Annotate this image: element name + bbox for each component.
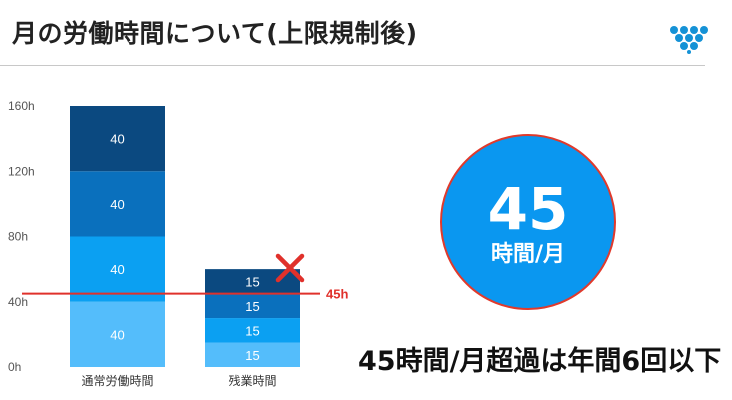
x-category-label: 通常労働時間 (81, 374, 153, 388)
bar-segment (205, 318, 300, 343)
bar-value-label: 40 (110, 327, 124, 342)
limit-circle: 45 時間/月 (440, 134, 616, 310)
bar-segment (70, 301, 165, 367)
cross-mark-icon (275, 253, 305, 283)
bar-segment (70, 171, 165, 237)
working-hours-chart: 0h 40h 80h 120h 160h 40 40 40 40 通常労働時間 15 15 15 15 残業… (8, 99, 348, 388)
circle-value: 45 (487, 175, 569, 243)
bar-value-label: 15 (245, 323, 259, 338)
page-title: 月の労働時間について(上限規制後) (12, 19, 418, 48)
limit-caption: 45時間/月超過は年間6回以下 (358, 346, 722, 377)
bar-value-label: 40 (110, 132, 124, 147)
y-tick-label: 40h (8, 295, 28, 309)
y-tick-label: 160h (8, 99, 35, 113)
x-category-label: 残業時間 (228, 374, 276, 388)
bar-value-label: 40 (110, 197, 124, 212)
bar-segment (70, 236, 165, 302)
bar-value-label: 15 (245, 348, 259, 363)
bar-value-label: 15 (245, 299, 259, 314)
y-tick-label: 0h (8, 360, 21, 374)
y-tick-label: 80h (8, 230, 28, 244)
bar-value-label: 15 (245, 274, 259, 289)
bar-segment (205, 342, 300, 367)
limit-line-label: 45h (326, 287, 348, 302)
y-tick-label: 120h (8, 164, 35, 178)
circle-unit: 時間/月 (490, 242, 566, 267)
bar-segment (205, 293, 300, 319)
bar-value-label: 40 (110, 262, 124, 277)
bar-segment (70, 106, 165, 172)
title-divider (0, 65, 705, 66)
triangle-dots-logo-icon (670, 26, 708, 54)
